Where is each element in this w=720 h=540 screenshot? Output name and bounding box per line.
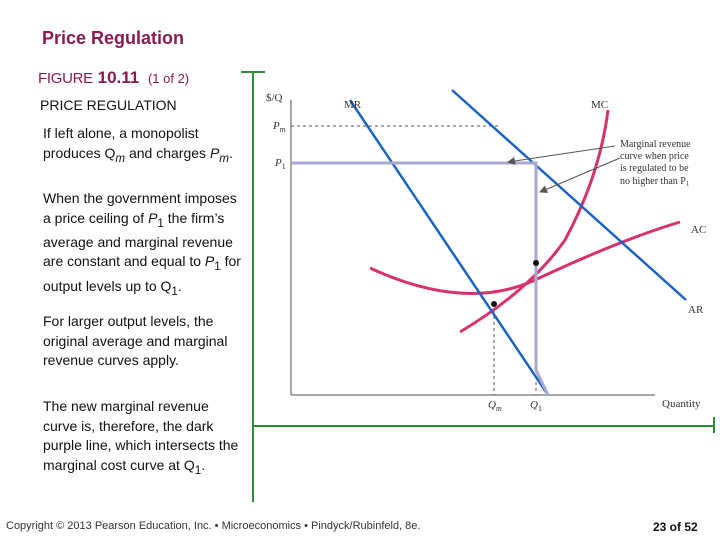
page-number: 23 of 52 [653,520,698,534]
ar-label: AR [688,304,704,316]
annotation-line-1: Marginal revenue [620,139,691,150]
figure-title: PRICE REGULATION [40,97,177,113]
annotation-arrow-upper [507,145,616,165]
annotation-line-3: is regulated to be [620,163,689,174]
paragraph-price-ceiling: When the government imposes a price ceil… [43,190,241,298]
paragraph-larger-output: For larger output levels, the original a… [43,313,228,368]
figure-number: 10.11 [97,68,140,87]
pm-label: Pm [272,120,286,134]
paragraph-new-mr: The new marginal revenue curve is, there… [43,398,239,477]
mc-mr-intersection-dot [491,301,497,307]
footer-copyright: Copyright © 2013 Pearson Education, Inc.… [6,520,421,532]
ar-curve [451,89,687,301]
annotation-line-2: curve when price [620,151,689,162]
slide-title: Price Regulation [42,28,185,48]
regulated-mr-curve [291,161,550,396]
x-axis-label: Quantity [662,398,701,410]
y-axis-label: $/Q [266,92,283,104]
annotation-line-4: no higher than P1 [620,176,690,188]
qm-label: Qm [488,399,502,413]
paragraph-monopolist: If left alone, a monopolist produces Qm … [43,125,233,165]
green-divider-vertical [252,72,254,502]
figure-label: FIGURE 10.11 (1 of 2) [38,68,189,88]
green-divider-tick [713,417,715,433]
mc-label: MC [591,99,608,111]
mr-label: MR [344,99,362,111]
ac-label: AC [691,224,706,236]
annotation-text: Marginal revenue curve when price is reg… [620,139,691,188]
mr-curve [348,99,550,396]
mc-regulated-mr-intersection-dot [533,260,539,266]
figure-word: FIGURE [38,70,93,87]
green-divider-bottom [252,425,714,427]
q1-label: Q1 [530,399,542,413]
p1-label: P1 [274,157,286,171]
annotation-arrow-lower [539,157,621,193]
green-divider-top [241,71,265,73]
mc-curve [459,109,610,334]
figure-part: (1 of 2) [147,71,190,86]
